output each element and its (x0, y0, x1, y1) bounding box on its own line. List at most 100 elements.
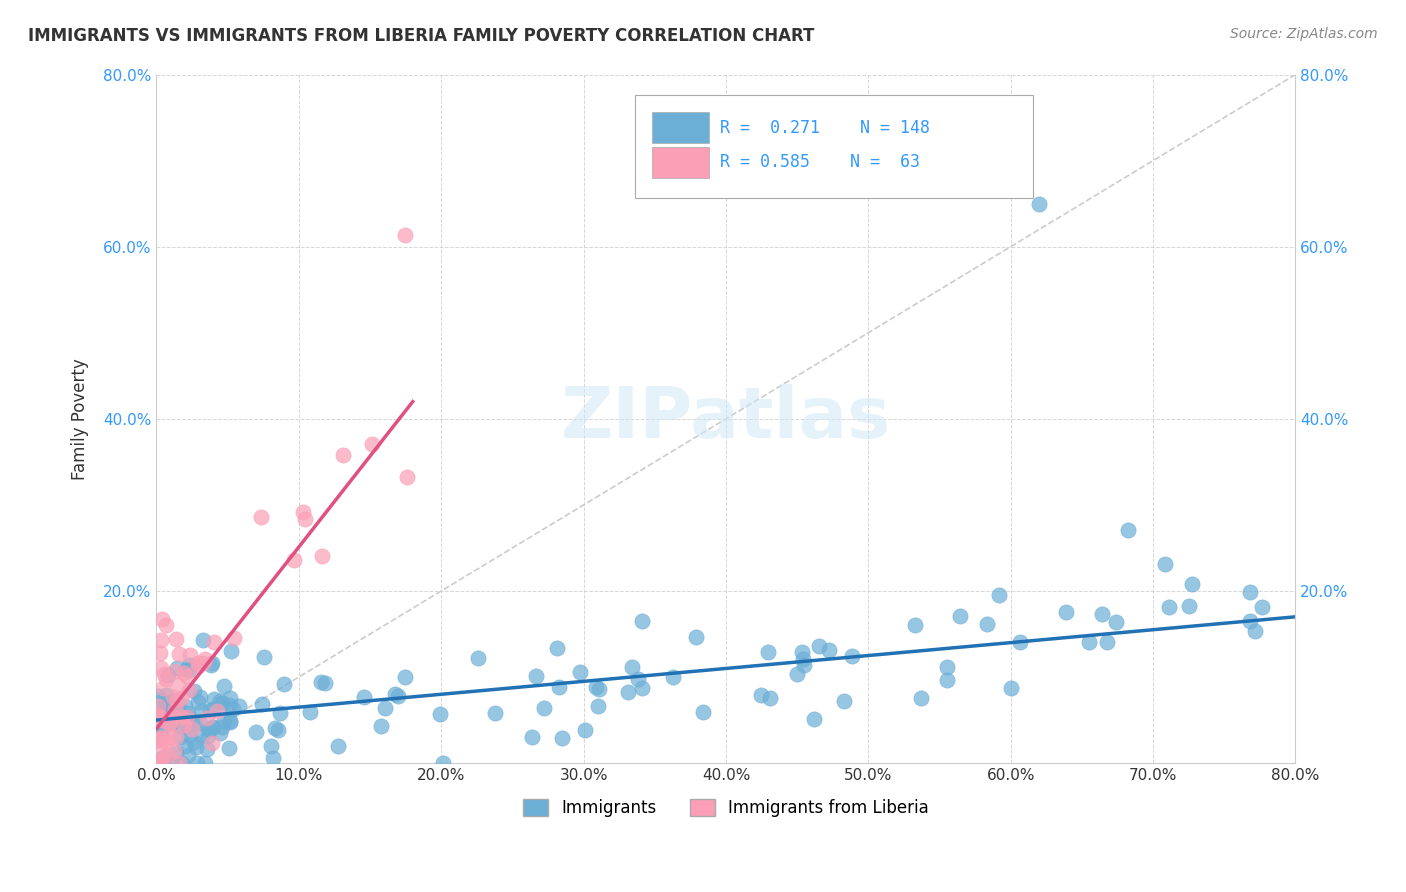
Point (1105, 615, 1128, 629)
Point (146, 698, 169, 713)
Point (264, 721, 287, 735)
Point (149, 646, 172, 660)
Point (253, 650, 276, 665)
Point (1028, 196, 1050, 211)
Point (176, 662, 198, 676)
Point (228, 698, 250, 713)
Point (167, 647, 190, 661)
Point (150, 750, 173, 764)
Point (173, 699, 195, 714)
Point (167, 708, 190, 723)
Point (194, 756, 217, 771)
Point (1010, 634, 1032, 648)
Point (150, 693, 173, 707)
Point (201, 656, 224, 670)
Point (200, 703, 222, 717)
Point (353, 690, 375, 704)
Point (200, 657, 222, 672)
Point (484, 706, 506, 720)
Point (155, 713, 177, 727)
Point (245, 725, 267, 739)
Point (803, 712, 825, 726)
Point (152, 750, 174, 764)
Point (548, 680, 571, 694)
Point (165, 730, 187, 744)
Point (551, 731, 574, 746)
Text: R = 0.585    N =  63: R = 0.585 N = 63 (720, 153, 921, 171)
Point (218, 698, 240, 712)
Point (149, 713, 172, 727)
Point (167, 756, 190, 771)
Point (749, 688, 772, 702)
Point (177, 706, 200, 720)
Point (685, 630, 707, 644)
Point (314, 676, 336, 690)
Point (166, 718, 188, 732)
Point (792, 652, 814, 666)
Point (190, 704, 212, 718)
Point (662, 670, 685, 684)
Point (156, 747, 179, 762)
Point (187, 658, 209, 673)
Point (149, 753, 172, 767)
Point (155, 672, 177, 686)
Point (155, 735, 177, 749)
Point (146, 756, 169, 771)
Point (429, 707, 451, 722)
Point (222, 701, 245, 715)
Point (162, 716, 184, 731)
Point (156, 668, 179, 682)
Point (273, 677, 295, 691)
Point (183, 683, 205, 698)
Point (260, 739, 283, 753)
Point (157, 705, 180, 719)
Point (219, 644, 242, 658)
Point (299, 705, 322, 719)
Point (360, 436, 382, 450)
Point (1251, 600, 1274, 615)
Point (568, 665, 591, 679)
Point (162, 714, 184, 729)
Point (163, 744, 186, 758)
Point (156, 700, 179, 714)
Point (149, 725, 172, 739)
Point (786, 667, 808, 681)
Point (949, 609, 972, 624)
Point (149, 731, 172, 746)
Point (218, 714, 240, 728)
Point (186, 756, 208, 771)
Point (692, 706, 714, 720)
Point (207, 704, 229, 718)
Point (180, 722, 202, 736)
Point (387, 689, 409, 703)
Point (191, 656, 214, 670)
Point (616, 685, 638, 699)
Point (201, 735, 224, 749)
Point (163, 702, 186, 716)
Text: ZIPatlas: ZIPatlas (561, 384, 891, 453)
Point (191, 728, 214, 742)
Point (630, 614, 652, 628)
Point (291, 505, 314, 519)
Point (166, 661, 188, 675)
Point (432, 756, 454, 771)
Point (160, 756, 183, 771)
Point (546, 641, 568, 656)
Point (186, 740, 208, 755)
Point (394, 228, 416, 243)
Point (309, 675, 332, 690)
Point (396, 469, 419, 483)
Point (1178, 599, 1201, 614)
Point (202, 635, 225, 649)
Text: IMMIGRANTS VS IMMIGRANTS FROM LIBERIA FAMILY POVERTY CORRELATION CHART: IMMIGRANTS VS IMMIGRANTS FROM LIBERIA FA… (28, 27, 814, 45)
Point (169, 730, 191, 744)
Point (179, 682, 201, 697)
Point (177, 728, 200, 742)
Point (188, 716, 211, 731)
Point (524, 669, 547, 683)
Point (170, 756, 193, 771)
Point (201, 720, 224, 734)
Point (152, 666, 174, 681)
Point (756, 645, 779, 659)
Point (149, 731, 172, 746)
